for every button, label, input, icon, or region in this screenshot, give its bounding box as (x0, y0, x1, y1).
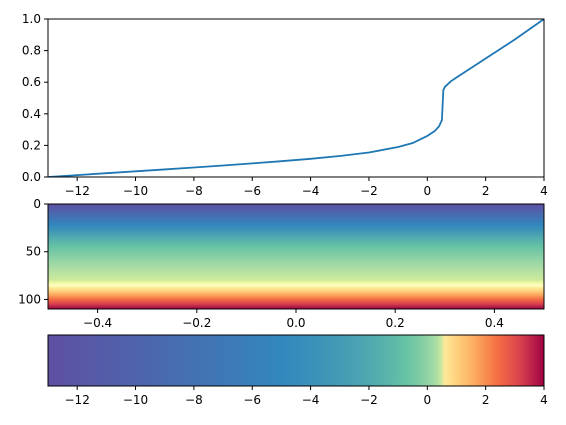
x-tick-label: 2 (482, 184, 490, 198)
heatmap-image (48, 204, 544, 309)
x-tick-label: −4 (302, 184, 320, 198)
x-tick-label: −8 (185, 184, 203, 198)
x-tick-label: 4 (540, 393, 548, 407)
x-tick-label: 0.2 (386, 316, 405, 330)
x-tick-label: −6 (243, 393, 261, 407)
colorbar-frame (47, 334, 545, 387)
y-tick-label: 100 (18, 292, 41, 306)
x-tick-label: −0.4 (83, 316, 112, 330)
line-chart-frame (47, 18, 545, 178)
y-tick-label: 0.0 (22, 170, 41, 184)
x-tick-label: 2 (482, 393, 490, 407)
x-tick-label: −10 (123, 393, 148, 407)
x-tick-label: −2 (360, 393, 378, 407)
y-tick-label: 0 (33, 197, 41, 211)
line-chart-x-ticks: −12 −10 −8 −6 −4 −2 0 2 4 (65, 177, 548, 198)
x-tick-label: −8 (185, 393, 203, 407)
x-tick-label: −12 (65, 393, 90, 407)
heatmap-chart: −0.4 −0.2 0.0 0.2 0.4 0 50 100 (18, 197, 545, 330)
y-tick-label: 50 (26, 245, 41, 259)
x-tick-label: −0.2 (182, 316, 211, 330)
heatmap-x-ticks: −0.4 −0.2 0.0 0.2 0.4 (83, 309, 504, 330)
x-tick-label: −12 (65, 184, 90, 198)
x-tick-label: 0.0 (286, 316, 305, 330)
x-tick-label: 0 (423, 393, 431, 407)
x-tick-label: −4 (302, 393, 320, 407)
x-tick-label: −6 (243, 184, 261, 198)
y-tick-label: 0.8 (22, 44, 41, 58)
x-tick-label: 0 (423, 184, 431, 198)
y-tick-label: 1.0 (22, 12, 41, 26)
x-tick-label: −10 (123, 184, 148, 198)
colorbar: −12 −10 −8 −6 −4 −2 0 2 4 (47, 334, 548, 407)
x-tick-label: 4 (540, 184, 548, 198)
x-tick-label: −2 (360, 184, 378, 198)
y-tick-label: 0.2 (22, 138, 41, 152)
line-series (48, 19, 544, 177)
y-tick-label: 0.4 (22, 107, 41, 121)
colorbar-x-ticks: −12 −10 −8 −6 −4 −2 0 2 4 (65, 386, 548, 407)
y-tick-label: 0.6 (22, 75, 41, 89)
line-chart: −12 −10 −8 −6 −4 −2 0 2 4 0.0 0.2 0.4 0.6 0.8 1.0 (22, 12, 548, 198)
line-chart-y-ticks: 0.0 0.2 0.4 0.6 0.8 1.0 (22, 12, 48, 184)
x-tick-label: 0.4 (485, 316, 504, 330)
colorbar-gradient (48, 335, 544, 386)
heatmap-y-ticks: 0 50 100 (18, 197, 48, 306)
